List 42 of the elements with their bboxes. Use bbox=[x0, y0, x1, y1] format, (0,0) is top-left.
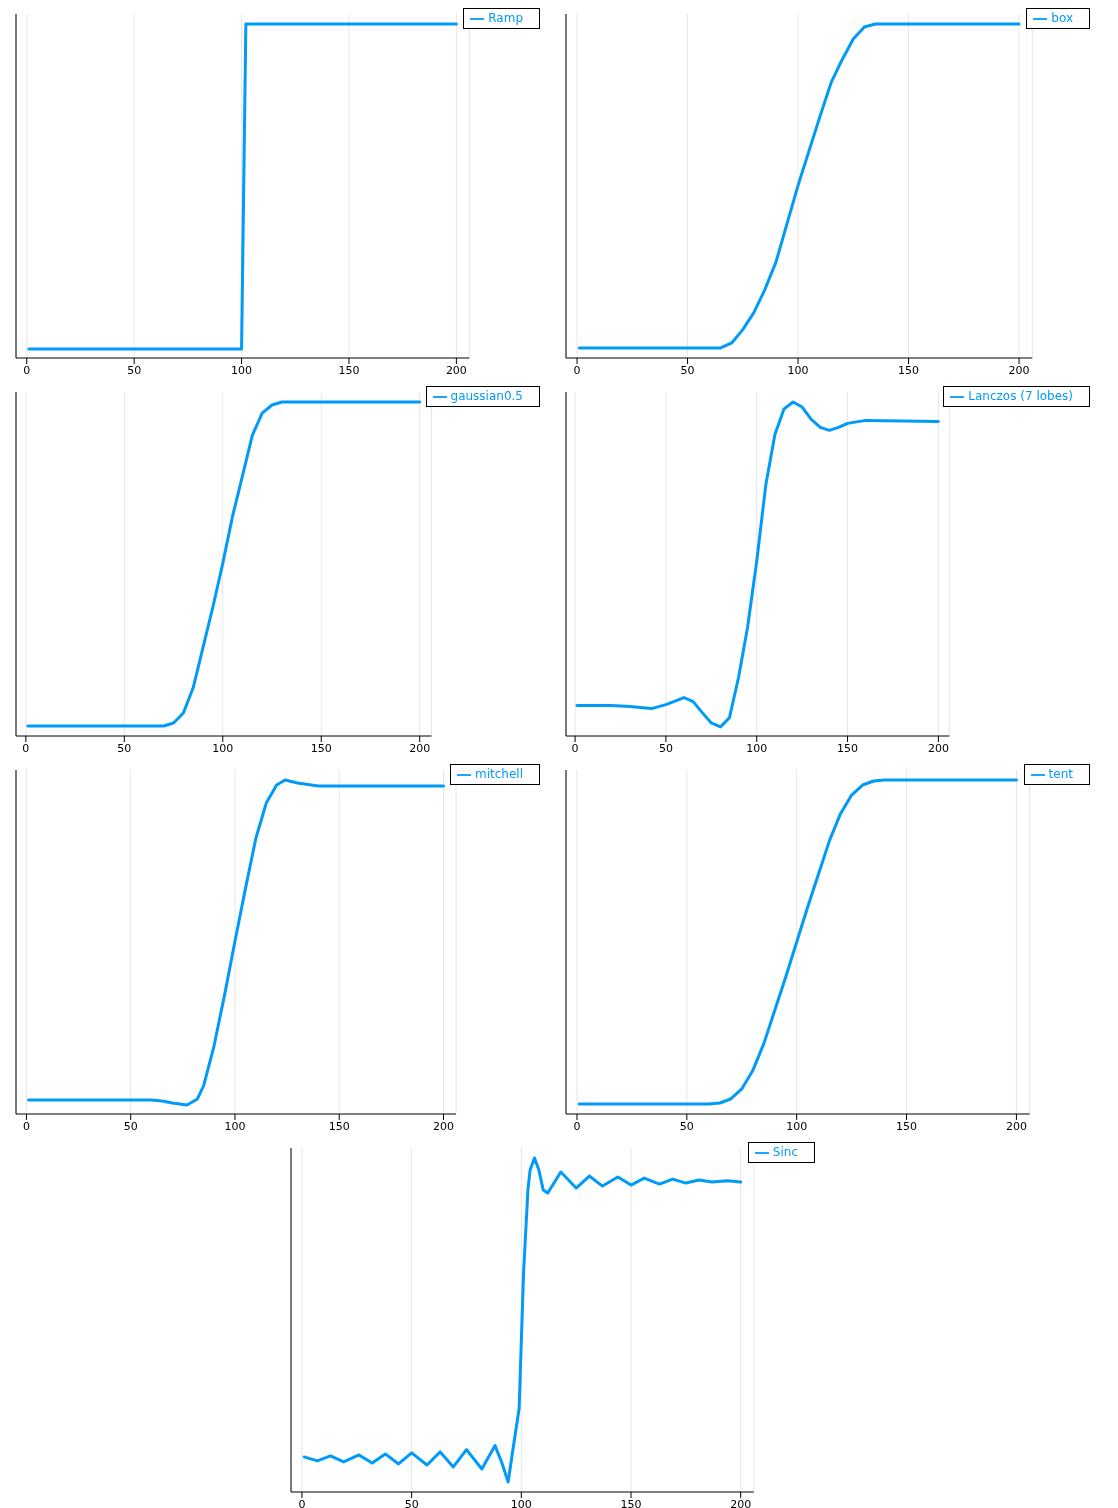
x-tick-label: 50 bbox=[679, 1119, 694, 1133]
x-tick-label: 200 bbox=[1008, 363, 1030, 377]
x-tick-label: 0 bbox=[573, 363, 581, 377]
x-tick-label: 200 bbox=[1005, 1119, 1027, 1133]
x-tick-label: 50 bbox=[127, 363, 142, 377]
x-tick-label: 100 bbox=[224, 1119, 246, 1133]
x-tick-label: 100 bbox=[786, 1119, 808, 1133]
legend-label: box bbox=[1051, 11, 1073, 25]
x-tick-label: 150 bbox=[328, 1119, 350, 1133]
x-tick-label: 0 bbox=[573, 1119, 581, 1133]
legend-label: Lanczos (7 lobes) bbox=[968, 389, 1073, 403]
x-tick-label: 200 bbox=[409, 741, 431, 755]
x-tick-label: 0 bbox=[571, 741, 579, 755]
x-tick-label: 150 bbox=[620, 1497, 642, 1508]
x-tick-label: 50 bbox=[117, 741, 132, 755]
x-tick-label: 200 bbox=[927, 741, 949, 755]
x-tick-label: 0 bbox=[22, 1119, 30, 1133]
x-tick-label: 150 bbox=[898, 363, 920, 377]
legend-label: tent bbox=[1048, 767, 1073, 781]
x-tick-label: 200 bbox=[445, 363, 467, 377]
legend-label: Sinc bbox=[772, 1145, 798, 1159]
x-tick-label: 50 bbox=[658, 741, 673, 755]
x-tick-label: 200 bbox=[433, 1119, 454, 1133]
x-tick-label: 0 bbox=[22, 741, 30, 755]
x-tick-label: 100 bbox=[787, 363, 809, 377]
x-tick-label: 50 bbox=[404, 1497, 419, 1508]
x-tick-label: 50 bbox=[123, 1119, 138, 1133]
legend-label: gaussian0.5 bbox=[450, 389, 523, 403]
legend-label: mitchell bbox=[475, 767, 523, 781]
x-tick-label: 100 bbox=[231, 363, 253, 377]
x-tick-label: 0 bbox=[298, 1497, 306, 1508]
x-tick-label: 150 bbox=[896, 1119, 918, 1133]
x-tick-label: 150 bbox=[338, 363, 360, 377]
x-tick-label: 150 bbox=[837, 741, 859, 755]
x-tick-label: 0 bbox=[23, 363, 31, 377]
x-tick-label: 100 bbox=[746, 741, 768, 755]
x-tick-label: 50 bbox=[680, 363, 695, 377]
x-tick-label: 100 bbox=[212, 741, 234, 755]
x-tick-label: 100 bbox=[510, 1497, 532, 1508]
x-tick-label: 200 bbox=[730, 1497, 752, 1508]
x-tick-label: 150 bbox=[310, 741, 332, 755]
legend-label: Ramp bbox=[488, 11, 523, 25]
